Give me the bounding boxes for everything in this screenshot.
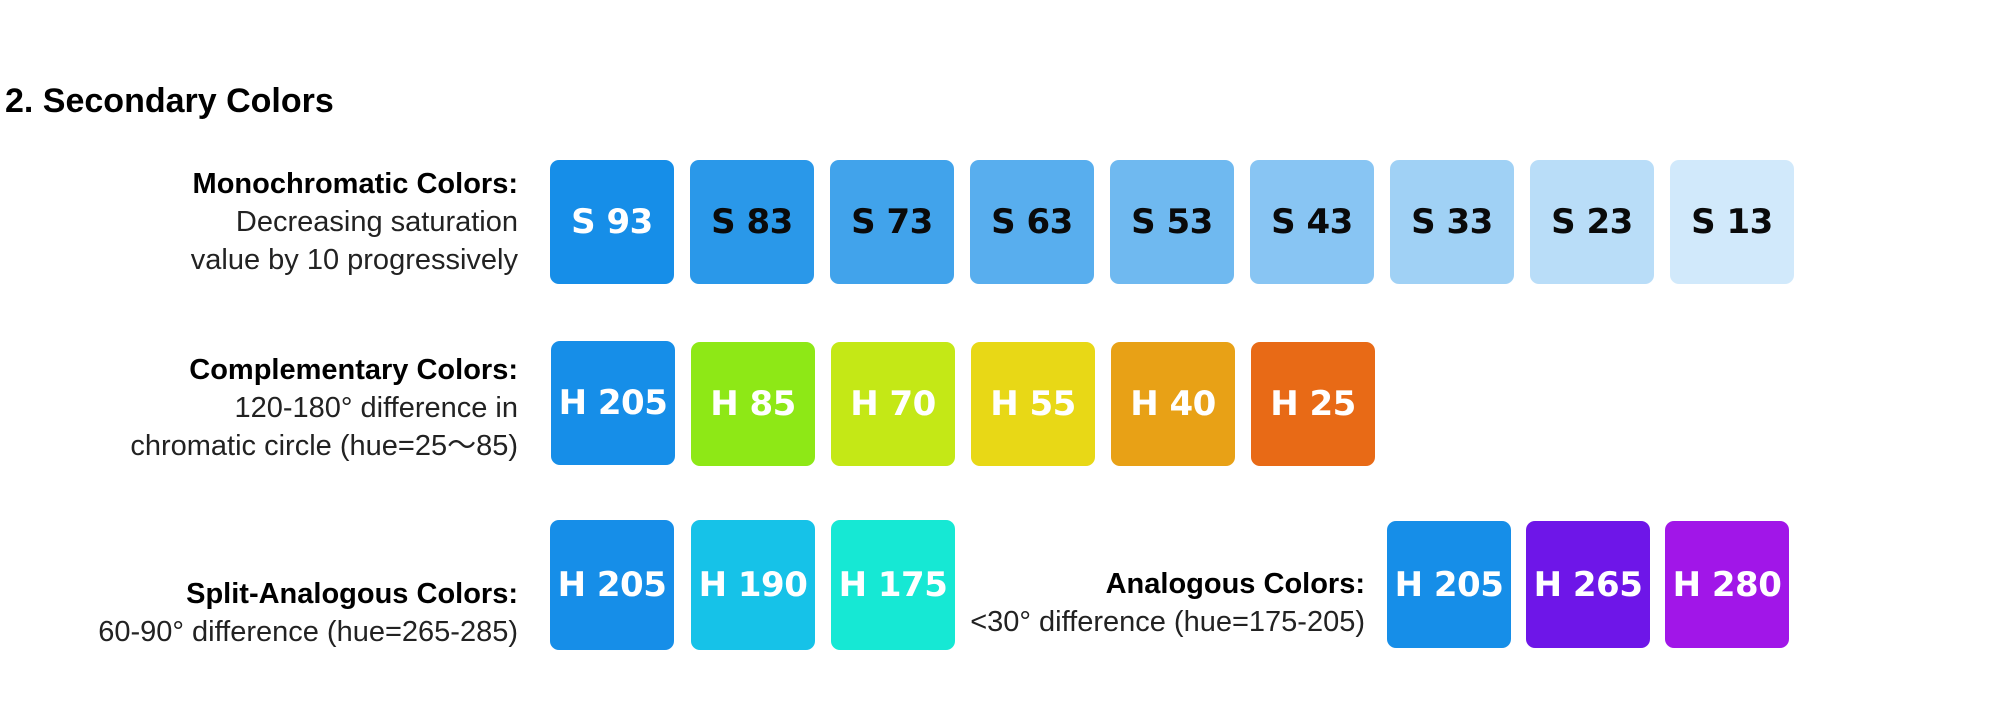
swatch-s33: S 33 <box>1390 160 1514 284</box>
split-analogous-line-1: 60-90° difference (hue=265-285) <box>98 616 518 648</box>
swatch-h70: H 70 <box>831 342 955 466</box>
complementary-line-1: 120-180° difference in <box>234 392 518 424</box>
swatch-s73: S 73 <box>830 160 954 284</box>
analogous-line-1: <30° difference (hue=175-205) <box>970 606 1365 638</box>
monochromatic-description: Monochromatic Colors: Decreasing saturat… <box>191 165 518 279</box>
swatch-h25: H 25 <box>1251 342 1375 466</box>
monochromatic-line-1: Decreasing saturation <box>235 206 518 238</box>
swatch-h85: H 85 <box>691 342 815 466</box>
split-analogous-description: Split-Analogous Colors: 60-90° differenc… <box>98 575 518 651</box>
analogous-heading: Analogous Colors: <box>1105 568 1365 600</box>
swatch-h190: H 190 <box>691 520 815 650</box>
swatch-s53: S 53 <box>1110 160 1234 284</box>
split-analogous-heading: Split-Analogous Colors: <box>186 578 518 610</box>
swatch-h175: H 175 <box>831 520 955 650</box>
swatch-h40: H 40 <box>1111 342 1235 466</box>
swatch-s83: S 83 <box>690 160 814 284</box>
swatch-h205-analogous: H 205 <box>1387 521 1511 648</box>
swatch-h265: H 265 <box>1526 521 1650 648</box>
swatch-s63: S 63 <box>970 160 1094 284</box>
swatch-h280: H 280 <box>1665 521 1789 648</box>
swatch-s13: S 13 <box>1670 160 1794 284</box>
section-title: 2. Secondary Colors <box>5 82 334 120</box>
complementary-description: Complementary Colors: 120-180° differenc… <box>130 351 518 465</box>
swatch-h205-split: H 205 <box>550 520 674 650</box>
complementary-heading: Complementary Colors: <box>189 354 518 386</box>
swatch-s23: S 23 <box>1530 160 1654 284</box>
monochromatic-heading: Monochromatic Colors: <box>192 168 518 200</box>
monochromatic-line-2: value by 10 progressively <box>190 244 518 276</box>
swatch-s93: S 93 <box>550 160 674 284</box>
swatch-s43: S 43 <box>1250 160 1374 284</box>
swatch-h205: H 205 <box>551 341 675 465</box>
complementary-line-2: chromatic circle (hue=25～85) <box>130 430 518 462</box>
swatch-h55: H 55 <box>971 342 1095 466</box>
analogous-description: Analogous Colors: <30° difference (hue=1… <box>970 565 1365 641</box>
